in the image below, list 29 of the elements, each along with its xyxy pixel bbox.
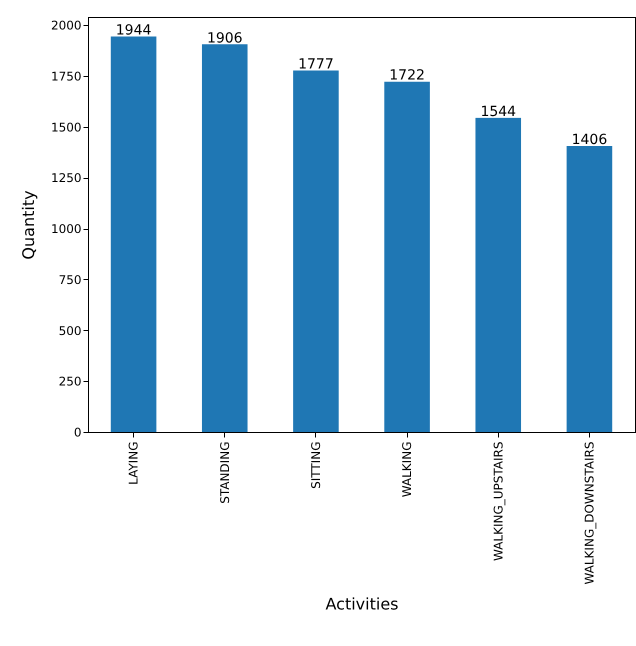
data-label: 1722 [389,68,425,84]
data-label: 1544 [480,104,516,120]
y-tick-label: 2000 [50,18,82,33]
y-tick-label: 1500 [50,120,82,134]
x-tick-label: WALKING [400,442,414,498]
data-label: 1906 [206,30,243,46]
y-tick-label: 500 [58,324,82,338]
bar [202,44,248,432]
bar [475,118,522,432]
x-tick-label: LAYING [126,442,141,485]
x-tick-label: SITTING [308,442,323,489]
y-axis-title: Quantity [18,190,38,260]
bar [293,70,339,432]
data-label: 1406 [572,132,608,148]
y-tick-label: 250 [58,374,82,389]
y-tick-label: 1750 [50,69,82,84]
y-tick-label: 750 [58,272,82,287]
data-label: 1777 [298,56,334,72]
x-tick-label: WALKING_UPSTAIRS [491,442,506,562]
x-axis-title: Activities [326,594,398,614]
x-tick-label: STANDING [218,442,232,504]
x-tick-label: WALKING_DOWNSTAIRS [582,442,596,585]
y-tick-label: 1000 [50,222,82,236]
bar [110,36,156,432]
y-tick-label: 0 [74,426,82,440]
bar [566,146,612,432]
data-label: 1944 [116,22,152,39]
y-tick-label: 1250 [50,171,82,186]
bar [384,82,430,432]
